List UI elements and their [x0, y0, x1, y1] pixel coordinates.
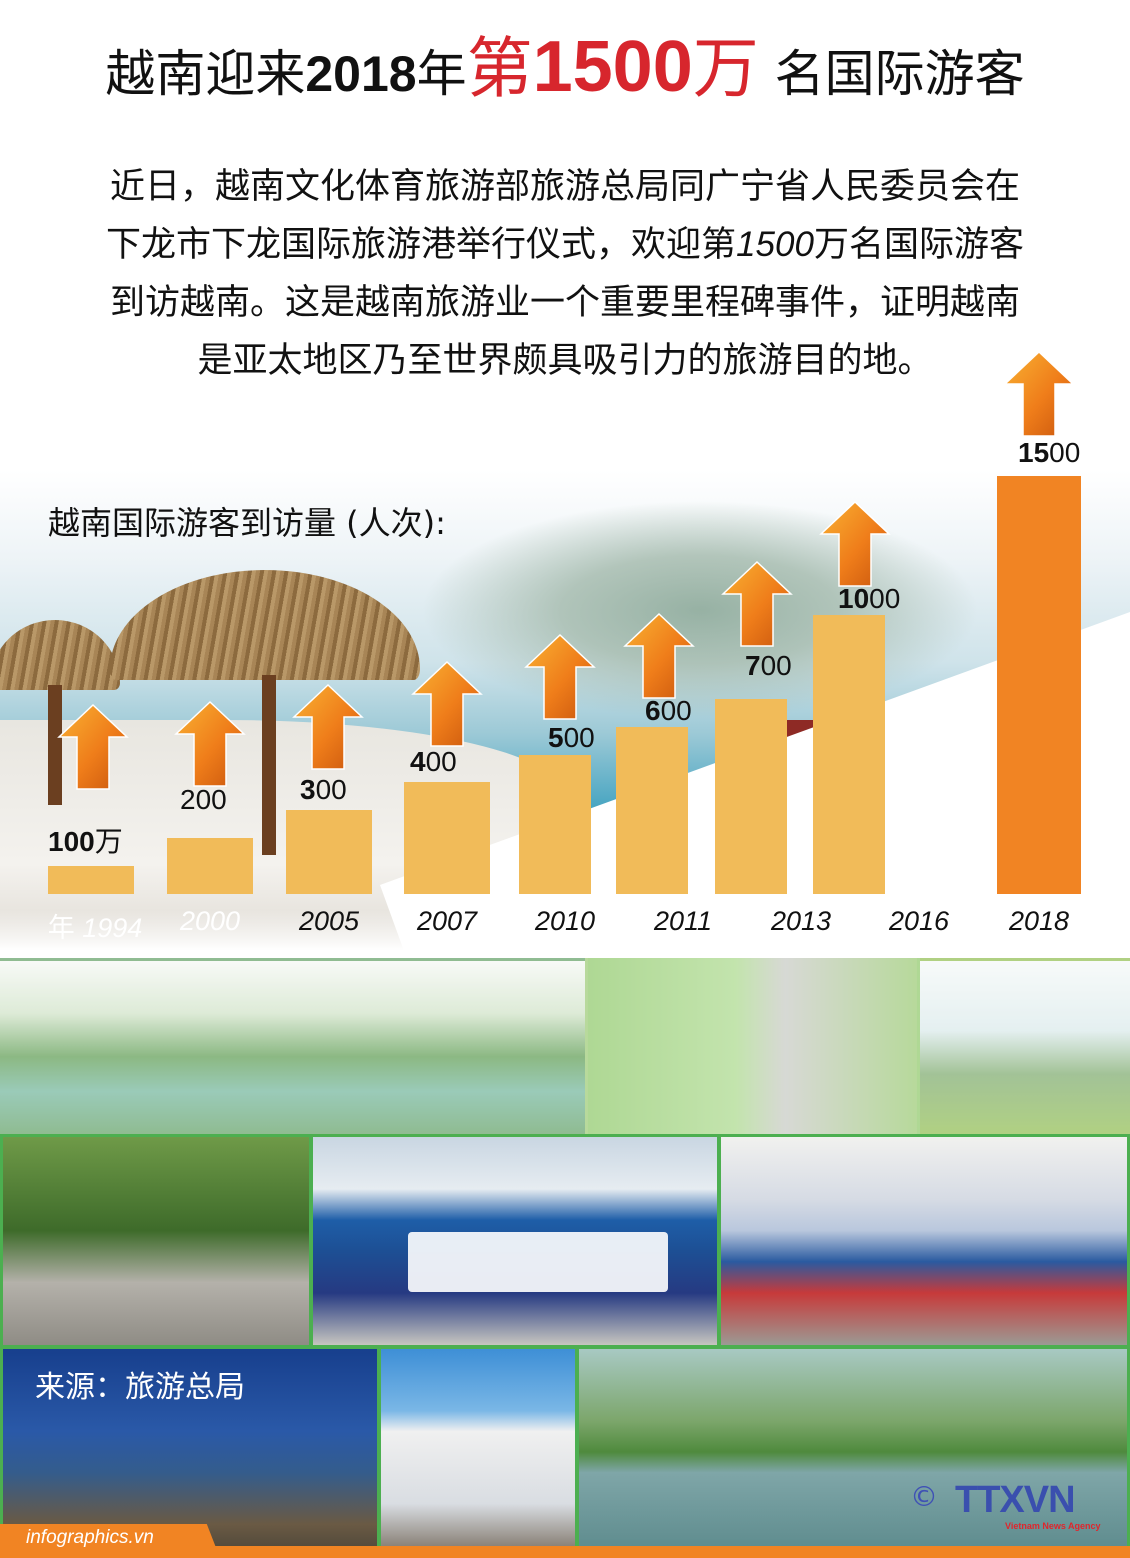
title-highlight: 第 [466, 30, 533, 107]
bar-1994 [48, 866, 134, 894]
fade-overlay [0, 910, 1130, 950]
title-year: 2018 [305, 46, 417, 102]
photo-hoan-kiem-lake [0, 958, 585, 1138]
x-axis-label-2018: 2018 [1008, 906, 1070, 936]
bar-2000 [167, 838, 253, 894]
title-text: 名国际游客 [774, 45, 1025, 103]
value-label-2013: 700 [745, 650, 792, 681]
site-link[interactable]: infographics.vn [26, 1527, 154, 1548]
title-text: 越南迎来 [105, 45, 306, 103]
chart-title: 越南国际游客到访量 (人次): [48, 504, 446, 542]
value-label-2016: 1000 [838, 583, 901, 614]
value-label-2018: 1500 [1018, 437, 1081, 468]
title-text: 年 [416, 45, 467, 103]
intro-text: 万名国际游客 [813, 225, 1024, 265]
umbrella-pole [262, 675, 276, 855]
photo-modern-hotel [0, 1346, 380, 1558]
intro-text: 下龙市下龙国际旅游港举行仪式，欢迎第 [106, 225, 737, 265]
x-axis-label-1994: 年 1994 [47, 913, 143, 943]
up-arrow-icon [57, 703, 129, 790]
agency-subtitle: Vietnam News Agency [1005, 1521, 1101, 1531]
intro-number: 1500 [736, 225, 814, 264]
value-label-1994: 100万 [48, 826, 123, 857]
photo-tower-hotel [378, 1346, 578, 1558]
bar-2016 [813, 615, 885, 894]
x-axis-label-2000: 2000 [179, 906, 241, 936]
x-axis-label-2007: 2007 [416, 906, 478, 936]
photo-collage [0, 958, 1130, 1558]
page-title: 越南迎来2018年第1500万 名国际游客 [0, 22, 1130, 119]
footer-bar [0, 1546, 1130, 1558]
intro-line: 是亚太地区乃至世界颇具吸引力的旅游目的地。 [197, 341, 933, 381]
photo-hillside [920, 958, 1130, 1138]
photo-cyclists [585, 958, 920, 1138]
bar-2005 [286, 810, 372, 894]
x-axis-label-2011: 2011 [653, 906, 713, 936]
umbrella-pole [48, 685, 62, 805]
up-arrow-icon [411, 660, 483, 747]
value-label-2005: 300 [300, 774, 347, 805]
x-axis-label-2005: 2005 [298, 906, 360, 936]
photo-tourists-walking [0, 1134, 312, 1348]
title-highlight-unit: 万 [692, 30, 759, 107]
intro-paragraph: 近日，越南文化体育旅游部旅游总局同广宁省人民委员会在 下龙市下龙国际旅游港举行仪… [20, 158, 1110, 390]
source-credit: 来源：旅游总局 [35, 1370, 245, 1405]
intro-line: 到访越南。这是越南旅游业一个重要里程碑事件，证明越南 [109, 283, 1020, 323]
title-highlight-number: 1500 [532, 27, 693, 107]
up-arrow-icon [524, 633, 596, 720]
up-arrow-icon [819, 500, 891, 587]
bar-2011 [616, 727, 688, 894]
welcome-banner [408, 1232, 668, 1292]
up-arrow-icon [721, 560, 793, 647]
karst-islands [420, 500, 980, 720]
agency-logo: TTXVN [955, 1479, 1076, 1521]
up-arrow-icon [623, 612, 695, 699]
value-label-2000: 200 [180, 784, 227, 815]
bar-2007 [404, 782, 490, 894]
photo-airport-welcome [310, 1134, 720, 1348]
x-axis-label-2013: 2013 [770, 906, 832, 936]
photo-cruise-ship [718, 1134, 1130, 1348]
copyright-icon: © [910, 1480, 938, 1513]
intro-line: 下龙市下龙国际旅游港举行仪式，欢迎第1500万名国际游客 [20, 216, 1110, 274]
value-label-2010: 500 [548, 722, 595, 753]
bar-2018 [997, 476, 1081, 894]
value-label-2011: 600 [645, 695, 692, 726]
bar-2013 [715, 699, 787, 894]
up-arrow-icon [1003, 350, 1075, 437]
up-arrow-icon [174, 700, 246, 787]
footer-tab [0, 1524, 220, 1558]
x-axis-label-2016: 2016 [888, 906, 950, 936]
intro-line: 近日，越南文化体育旅游部旅游总局同广宁省人民委员会在 [109, 167, 1020, 207]
x-axis-label-2010: 2010 [534, 906, 596, 936]
bar-2010 [519, 755, 591, 894]
value-label-2007: 400 [410, 746, 457, 777]
up-arrow-icon [292, 683, 364, 770]
